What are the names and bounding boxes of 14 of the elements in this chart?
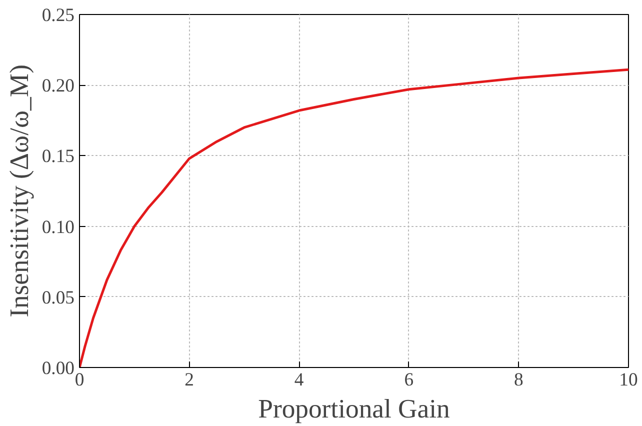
y-axis-title: Insensitivity (Δω/ω_M) (4, 64, 34, 318)
x-tick-label: 0 (74, 370, 84, 390)
x-tick-label: 8 (514, 370, 524, 390)
y-tick-label: 0.10 (42, 216, 75, 238)
x-tick-label: 10 (619, 370, 638, 390)
x-axis-title: Proportional Gain (258, 394, 450, 424)
y-tick-label: 0.20 (42, 76, 75, 97)
y-tick-label: 0.25 (42, 5, 75, 26)
x-tick-label: 6 (404, 370, 414, 390)
y-tick-label: 0.15 (42, 146, 75, 168)
x-tick-label: 4 (294, 370, 304, 390)
x-tick-label: 2 (184, 370, 194, 390)
y-tick-label: 0.05 (42, 287, 75, 308)
y-tick-label: 0.00 (42, 358, 75, 379)
